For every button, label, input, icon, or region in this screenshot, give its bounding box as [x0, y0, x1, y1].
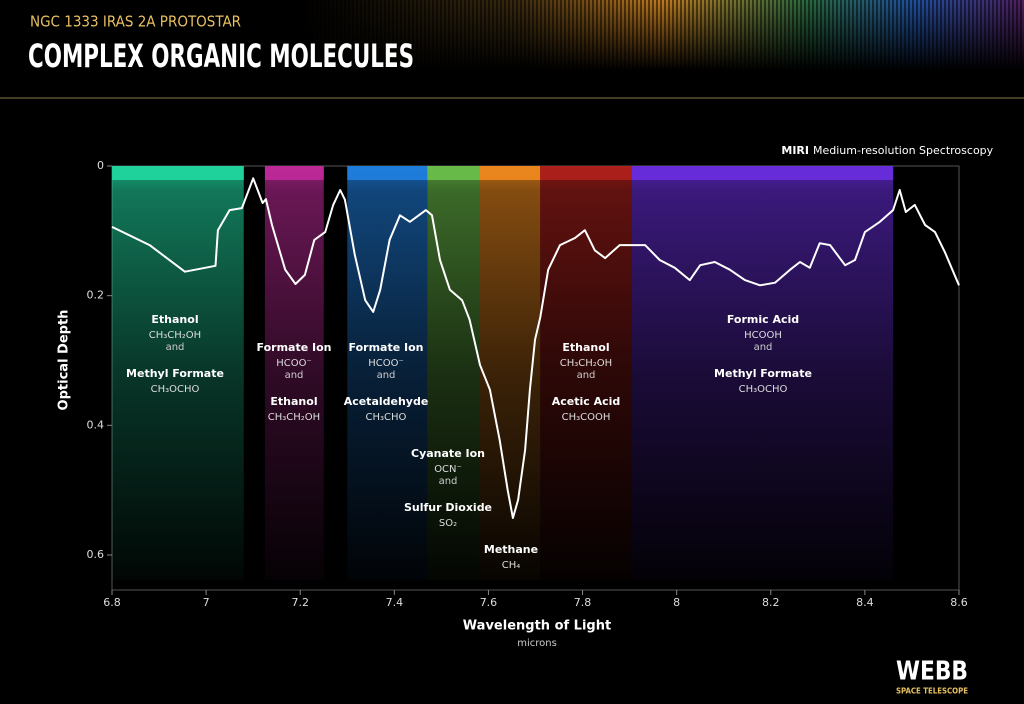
- joiner: and: [439, 476, 458, 487]
- logo-subtitle: SPACE TELESCOPE: [896, 687, 968, 696]
- molecule-name: Formate Ion: [257, 341, 332, 354]
- molecule-name: Formate Ion: [349, 341, 424, 354]
- y-tick-label: 0.2: [87, 289, 105, 302]
- molecule-name: Methyl Formate: [714, 367, 812, 380]
- molecule-name: Acetic Acid: [552, 395, 621, 408]
- band-cap: [264, 166, 324, 180]
- band: [540, 166, 632, 580]
- x-tick-label: 8.6: [950, 596, 968, 609]
- molecule-formula: HCOOH: [744, 330, 782, 341]
- molecule-name: Ethanol: [270, 395, 317, 408]
- joiner: and: [166, 342, 185, 353]
- molecule-formula: CH₃CHO: [366, 412, 407, 423]
- band: [112, 166, 244, 580]
- molecule-formula: CH₃CH₂OH: [149, 330, 201, 341]
- x-tick-label: 8: [673, 596, 680, 609]
- x-tick-label: 8.2: [762, 596, 780, 609]
- chart-title: COMPLEX ORGANIC MOLECULES: [28, 37, 414, 75]
- joiner: and: [754, 342, 773, 353]
- spectrum-line: [111, 177, 960, 519]
- molecule-formula: CH₃OCHO: [739, 384, 788, 395]
- x-tick-label: 7.6: [480, 596, 498, 609]
- x-tick-label: 6.8: [103, 596, 121, 609]
- plot: 0 0.2 0.4 0.6 6.8 7 7.2 7.4 7.6 7.8 8 8.2 8.4 8.6 Etha…: [87, 159, 968, 609]
- molecule-name: Methyl Formate: [126, 367, 224, 380]
- x-tick-label: 7.8: [574, 596, 592, 609]
- molecule-name: Cyanate Ion: [411, 447, 485, 460]
- molecule-name: Ethanol: [151, 313, 198, 326]
- band-cap: [427, 166, 480, 180]
- supertitle: NGC 1333 IRAS 2A PROTOSTAR: [30, 13, 241, 31]
- molecule-name: Sulfur Dioxide: [404, 501, 492, 514]
- joiner: and: [285, 370, 304, 381]
- y-axis-label: Optical Depth: [57, 310, 72, 411]
- y-tick-label: 0: [97, 159, 104, 172]
- molecule-name: Acetaldehyde: [344, 395, 429, 408]
- y-tick-label: 0.6: [87, 548, 105, 561]
- subtitle: Medium-resolution Spectroscopy: [813, 144, 994, 157]
- band-cap: [112, 166, 244, 180]
- band-cap: [479, 166, 541, 180]
- band: [347, 166, 428, 580]
- molecule-formula: CH₃COOH: [562, 412, 611, 423]
- x-tick-label: 7.4: [386, 596, 404, 609]
- band-cap: [540, 166, 632, 180]
- x-tick-label: 7: [203, 596, 210, 609]
- molecule-formula: CH₃CH₂OH: [268, 412, 320, 423]
- band: [479, 166, 541, 580]
- molecule-formula: CH₃CH₂OH: [560, 358, 612, 369]
- molecule-formula: CH₃OCHO: [151, 384, 200, 395]
- joiner: and: [377, 370, 396, 381]
- band-cap: [631, 166, 894, 180]
- molecule-name: Methane: [484, 543, 538, 556]
- molecule-name: Ethanol: [562, 341, 609, 354]
- instrument: MIRI: [781, 144, 809, 157]
- band-cap: [347, 166, 428, 180]
- x-axis-unit: microns: [517, 638, 557, 649]
- joiner: and: [577, 370, 596, 381]
- x-axis-label: Wavelength of Light: [463, 619, 611, 634]
- molecule-formula: HCOO⁻: [276, 358, 312, 369]
- logo: WEBB: [896, 657, 968, 687]
- molecule-formula: CH₄: [502, 560, 521, 571]
- molecule-formula: OCN⁻: [434, 464, 462, 475]
- molecule-name: Formic Acid: [727, 313, 799, 326]
- x-tick-label: 7.2: [291, 596, 309, 609]
- x-tick-label: 8.4: [856, 596, 874, 609]
- molecule-formula: SO₂: [439, 518, 457, 529]
- band: [631, 166, 894, 580]
- molecule-formula: HCOO⁻: [368, 358, 404, 369]
- y-tick-label: 0.4: [87, 418, 105, 431]
- header-decoration: [300, 0, 1024, 70]
